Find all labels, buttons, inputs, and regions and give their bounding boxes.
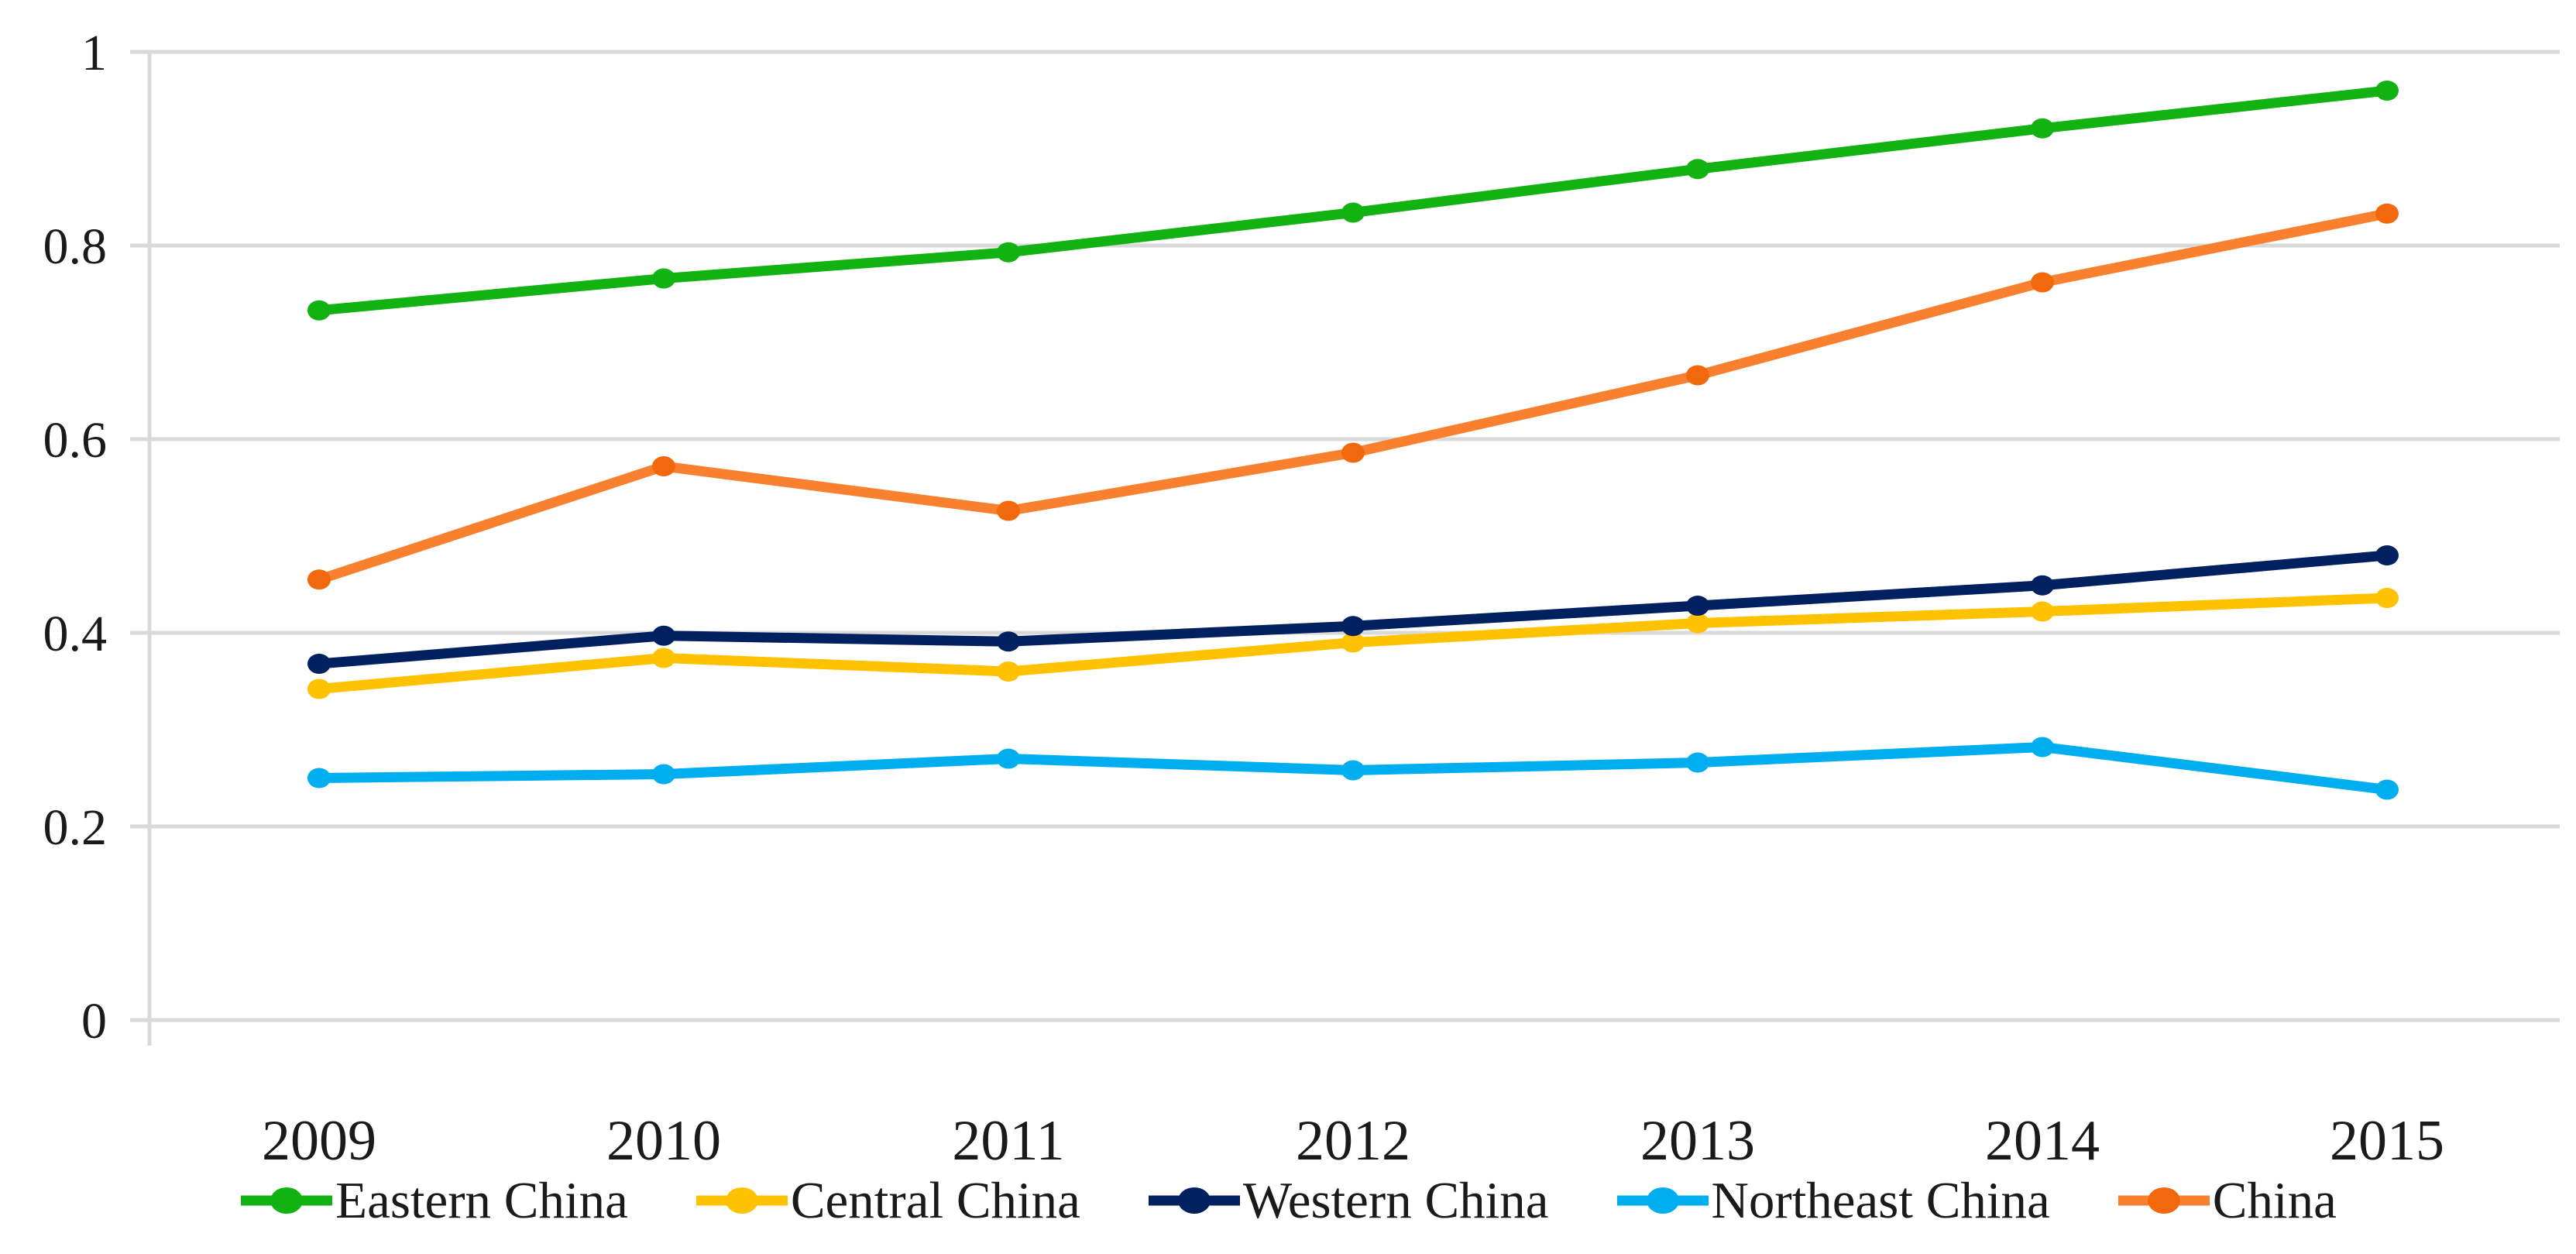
legend-item-central-china: Central China bbox=[695, 1171, 1080, 1229]
data-point-marker bbox=[307, 768, 331, 788]
data-point-marker bbox=[2375, 203, 2399, 224]
series-northeast-china bbox=[307, 737, 2399, 800]
data-point-marker bbox=[652, 456, 675, 476]
x-tick-label: 2010 bbox=[606, 1109, 721, 1173]
legend-label: Central China bbox=[790, 1171, 1080, 1229]
y-tick-label: 0.2 bbox=[43, 799, 108, 856]
data-point-marker bbox=[652, 764, 675, 785]
legend-label: Eastern China bbox=[335, 1171, 628, 1229]
data-point-marker bbox=[2031, 737, 2054, 758]
y-tick-label: 0.6 bbox=[43, 412, 108, 469]
series-eastern-china bbox=[307, 81, 2399, 321]
data-point-marker bbox=[1341, 202, 1365, 223]
data-point-marker bbox=[997, 748, 1020, 769]
data-point-marker bbox=[307, 679, 331, 699]
data-point-marker bbox=[2375, 588, 2399, 608]
data-point-marker bbox=[2375, 545, 2399, 565]
data-point-marker bbox=[307, 569, 331, 590]
data-point-marker bbox=[2031, 601, 2054, 622]
data-point-marker bbox=[997, 500, 1020, 521]
data-point-marker bbox=[1686, 159, 1709, 180]
y-tick-label: 0.4 bbox=[43, 606, 108, 662]
line-dot-marker-icon bbox=[1148, 1187, 1240, 1214]
data-point-marker bbox=[1341, 442, 1365, 463]
data-point-marker bbox=[2031, 575, 2054, 596]
data-series bbox=[307, 81, 2399, 800]
data-point-marker bbox=[652, 648, 675, 668]
legend-item-northeast-china: Northeast China bbox=[1616, 1171, 2050, 1229]
data-point-marker bbox=[307, 300, 331, 321]
data-point-marker bbox=[1341, 632, 1365, 653]
line-dot-marker-icon bbox=[241, 1187, 333, 1214]
x-tick-label: 2011 bbox=[952, 1109, 1064, 1173]
legend: Eastern China Central China Western Chin… bbox=[0, 1163, 2576, 1238]
y-tick-label: 0 bbox=[81, 993, 107, 1050]
line-dot-marker-icon bbox=[2117, 1187, 2210, 1214]
data-point-marker bbox=[2031, 272, 2054, 293]
data-point-marker bbox=[997, 242, 1020, 263]
gridlines bbox=[130, 50, 2560, 1022]
x-tick-labels: 2009 2010 2011 2012 2013 2014 2015 bbox=[262, 1109, 2444, 1173]
legend-label: Northeast China bbox=[1711, 1171, 2050, 1229]
x-tick-label: 2014 bbox=[1985, 1109, 2100, 1173]
data-point-marker bbox=[652, 268, 675, 289]
legend-label: China bbox=[2212, 1171, 2337, 1229]
data-point-marker bbox=[997, 661, 1020, 682]
y-tick-labels: 0 0.2 0.4 0.6 0.8 1 bbox=[43, 25, 108, 1050]
legend-label: Western China bbox=[1242, 1171, 1549, 1229]
data-point-marker bbox=[2031, 118, 2054, 139]
data-point-marker bbox=[1686, 596, 1709, 616]
series-line bbox=[314, 208, 2392, 585]
legend-item-eastern-china: Eastern China bbox=[239, 1171, 628, 1229]
line-dot-marker-icon bbox=[696, 1187, 788, 1214]
series-china bbox=[307, 203, 2399, 590]
legend-item-china: China bbox=[2117, 1171, 2337, 1229]
y-tick-label: 1 bbox=[81, 25, 107, 81]
series-central-china bbox=[307, 588, 2399, 699]
x-tick-label: 2012 bbox=[1296, 1109, 1410, 1173]
data-point-marker bbox=[997, 631, 1020, 652]
data-point-marker bbox=[1686, 365, 1709, 386]
line-dot-marker-icon bbox=[1616, 1187, 1709, 1214]
x-tick-label: 2013 bbox=[1640, 1109, 1755, 1173]
data-point-marker bbox=[652, 625, 675, 646]
x-tick-label: 2009 bbox=[262, 1109, 376, 1173]
data-point-marker bbox=[2375, 779, 2399, 800]
data-point-marker bbox=[1341, 760, 1365, 781]
legend-item-western-china: Western China bbox=[1147, 1171, 1549, 1229]
data-point-marker bbox=[1341, 616, 1365, 637]
x-tick-label: 2015 bbox=[2330, 1109, 2444, 1173]
series-western-china bbox=[307, 545, 2399, 674]
data-point-marker bbox=[1686, 752, 1709, 773]
data-point-marker bbox=[1686, 613, 1709, 634]
data-point-marker bbox=[307, 654, 331, 674]
y-tick-label: 0.8 bbox=[43, 218, 108, 275]
data-point-marker bbox=[2375, 81, 2399, 101]
